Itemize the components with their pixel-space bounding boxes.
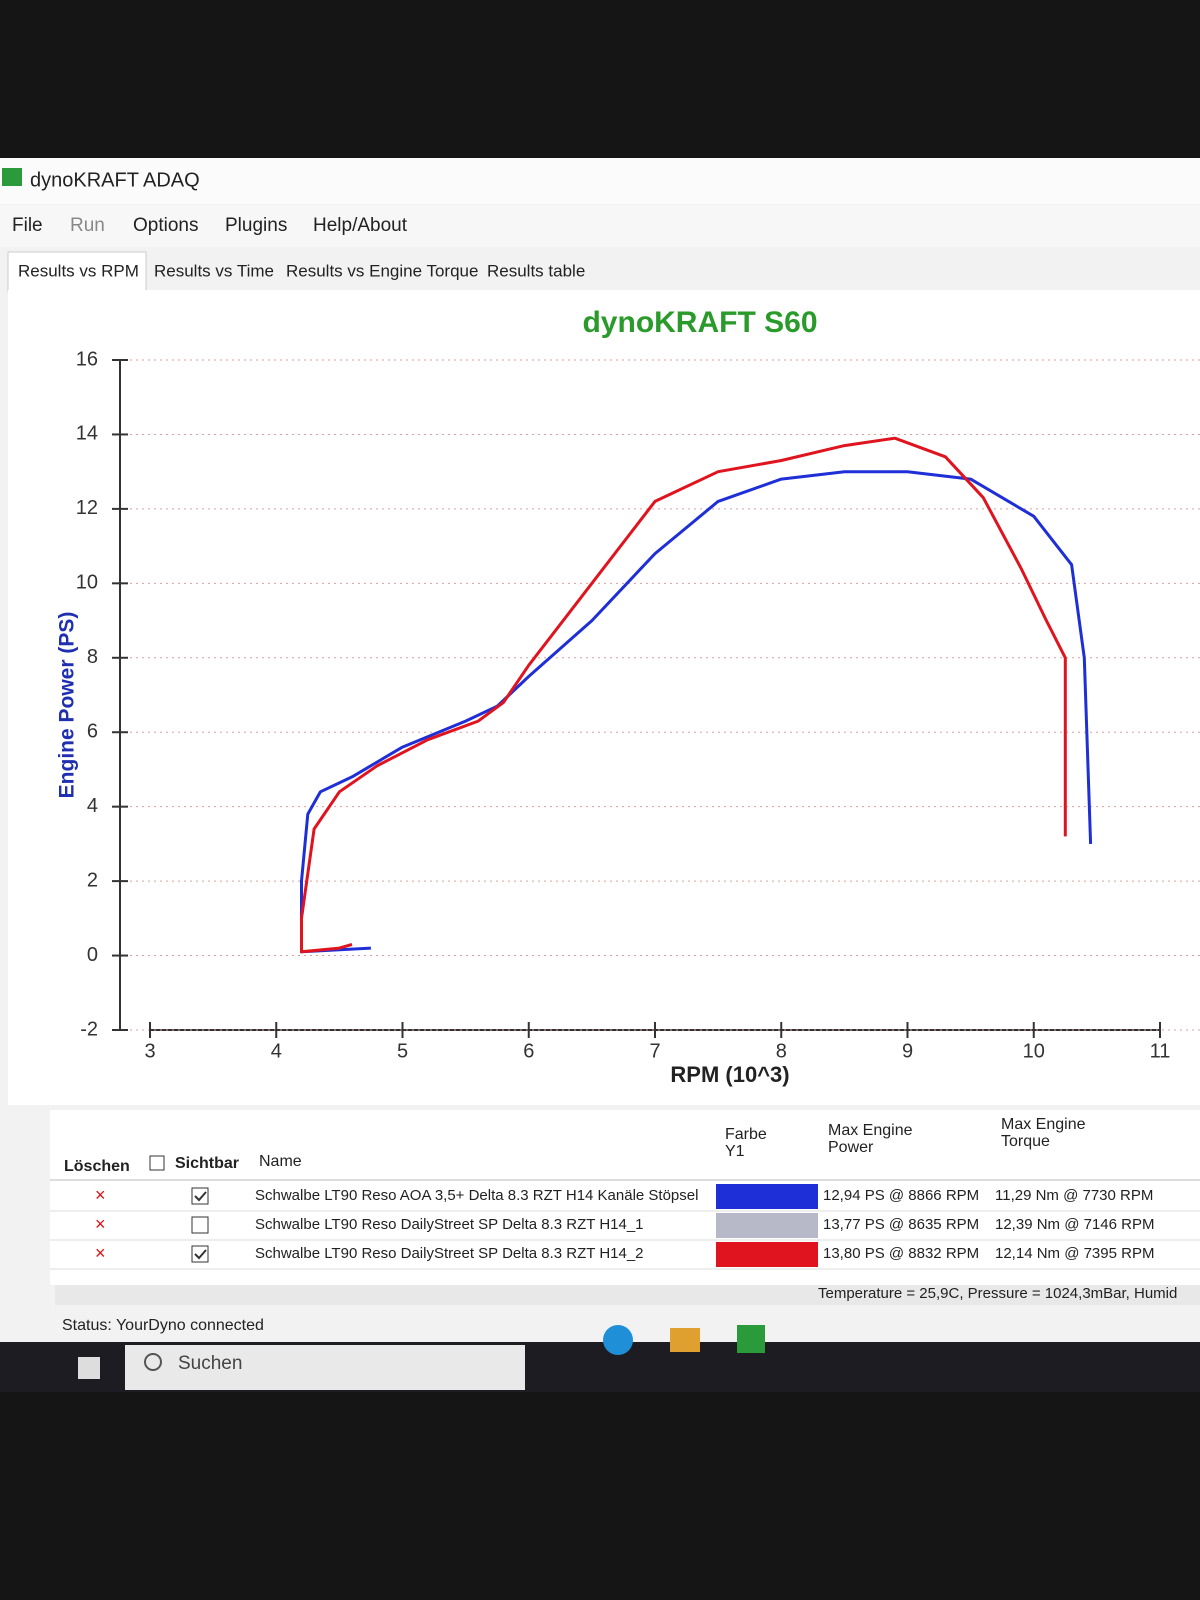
menu: File Run Options Plugins Help/About (12, 215, 408, 236)
start-button[interactable] (78, 1357, 100, 1379)
column-header: Name (259, 1153, 302, 1170)
dyno-icon[interactable] (737, 1325, 765, 1353)
plot: -2 0 2 4 6 8 10 12 14 16 3 4 5 6 7 8 9 10 11 (76, 348, 1200, 1062)
menu-item[interactable]: Plugins (225, 215, 287, 236)
x-tick-label: 9 (902, 1040, 913, 1062)
delete-button[interactable]: × (95, 1243, 106, 1263)
column-header: Torque (1001, 1133, 1050, 1150)
column-header: Y1 (725, 1143, 745, 1160)
y-tick-label: 14 (76, 423, 98, 445)
tab[interactable]: Results vs RPM (18, 261, 139, 280)
column-header: Löschen (64, 1158, 130, 1175)
run-name: Schwalbe LT90 Reso DailyStreet SP Delta … (255, 1216, 644, 1233)
x-axis-label: RPM (10^3) (670, 1062, 789, 1087)
search-box[interactable] (125, 1345, 525, 1390)
explorer-icon[interactable] (670, 1328, 700, 1352)
app-icon (2, 168, 22, 186)
window-title: dynoKRAFT ADAQ (30, 169, 200, 191)
delete-button[interactable]: × (95, 1185, 106, 1205)
run-name: Schwalbe LT90 Reso AOA 3,5+ Delta 8.3 RZ… (255, 1187, 698, 1204)
column-header: Max Engine (828, 1122, 913, 1139)
y-tick-label: 2 (87, 869, 98, 891)
status-text: Status: YourDyno connected (62, 1317, 264, 1334)
x-tick-label: 4 (271, 1040, 282, 1062)
y-tick-label: 10 (76, 572, 98, 594)
conditions: Temperature = 25,9C, Pressure = 1024,3mB… (818, 1285, 1177, 1302)
visible-checkbox[interactable] (191, 1245, 209, 1263)
run-name: Schwalbe LT90 Reso DailyStreet SP Delta … (255, 1245, 644, 1262)
results-table (50, 1110, 1200, 1285)
y-tick-label: 4 (87, 795, 98, 817)
edge-icon[interactable] (603, 1325, 633, 1355)
max-torque: 12,39 Nm @ 7146 RPM (995, 1216, 1154, 1233)
power-curve (300, 470, 1093, 954)
x-tick-label: 5 (397, 1040, 408, 1062)
tab[interactable]: Results vs Engine Torque (286, 261, 478, 280)
search-icon (144, 1353, 162, 1371)
tab[interactable]: Results table (487, 261, 585, 280)
checkmark (194, 1191, 207, 1202)
color-swatch[interactable] (716, 1242, 818, 1267)
x-tick-label: 7 (649, 1040, 660, 1062)
checkmark (194, 1249, 207, 1260)
power-curve (300, 436, 1067, 954)
y-tick-label: 0 (87, 944, 98, 966)
search-text: Suchen (178, 1353, 242, 1374)
column-header: Sichtbar (175, 1155, 239, 1172)
visible-checkbox[interactable] (191, 1216, 209, 1234)
max-power: 13,80 PS @ 8832 RPM (823, 1245, 979, 1262)
color-swatch[interactable] (716, 1213, 818, 1238)
menu-item[interactable]: File (12, 215, 43, 236)
menu-item[interactable]: Help/About (313, 215, 408, 236)
max-power: 12,94 PS @ 8866 RPM (823, 1187, 979, 1204)
tab[interactable]: Results vs Time (154, 261, 274, 280)
color-swatch[interactable] (716, 1184, 818, 1209)
menu-item[interactable]: Run (70, 215, 105, 236)
column-header: Power (828, 1139, 874, 1156)
chart-panel (8, 290, 1200, 1105)
select-all-box[interactable] (149, 1155, 165, 1171)
y-tick-label: 12 (76, 497, 98, 519)
column-header: Farbe (725, 1126, 767, 1143)
visible-checkbox[interactable] (191, 1187, 209, 1205)
scrollbar[interactable] (55, 1285, 1200, 1305)
tabs: Results vs RPM Results vs Time Results vs … (7, 251, 585, 293)
column-header: Max Engine (1001, 1116, 1086, 1133)
max-torque: 12,14 Nm @ 7395 RPM (995, 1245, 1154, 1262)
y-tick-label: 16 (76, 348, 98, 370)
y-tick-label: 8 (87, 646, 98, 668)
x-tick-label: 3 (144, 1040, 155, 1062)
x-tick-label: 8 (776, 1040, 787, 1062)
x-tick-label: 11 (1150, 1040, 1171, 1062)
y-axis-label: Engine Power (PS) (56, 612, 79, 799)
max-power: 13,77 PS @ 8635 RPM (823, 1216, 979, 1233)
delete-button[interactable]: × (95, 1214, 106, 1234)
max-torque: 11,29 Nm @ 7730 RPM (995, 1187, 1153, 1204)
title-bar (0, 158, 1200, 204)
x-tick-label: 6 (523, 1040, 534, 1062)
x-tick-label: 10 (1023, 1040, 1045, 1062)
chart-title: dynoKRAFT S60 (582, 306, 817, 339)
y-tick-label: 6 (87, 721, 98, 743)
y-tick-label: -2 (80, 1018, 98, 1040)
menu-item[interactable]: Options (133, 215, 198, 236)
menu-bar (0, 205, 1200, 247)
